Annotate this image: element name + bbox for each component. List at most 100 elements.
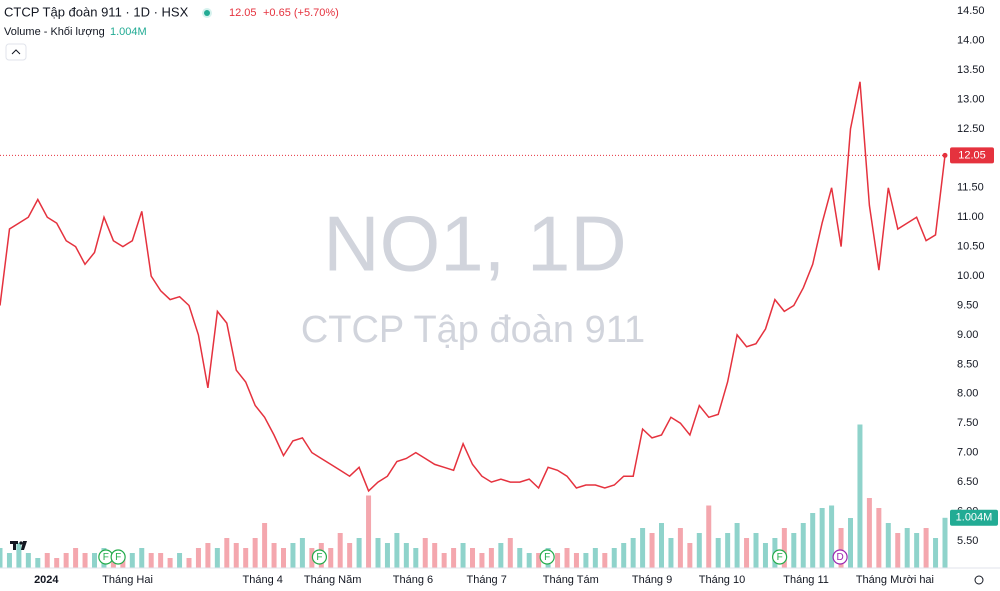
event-marker (539, 549, 555, 565)
volume-bar (734, 523, 740, 568)
volume-bar (299, 538, 305, 568)
volume-bar (659, 523, 664, 568)
status-dot (204, 10, 210, 16)
volume-bar (252, 538, 258, 568)
x-tick-label: Tháng Mười hai (856, 574, 934, 586)
volume-bar (725, 533, 731, 568)
volume-bar (479, 553, 485, 568)
volume-bar (933, 538, 939, 568)
volume-bar (895, 533, 901, 568)
volume-bar (413, 548, 419, 568)
event-marker (311, 549, 328, 565)
collapse-button[interactable] (5, 43, 27, 61)
event-label: F (103, 552, 109, 563)
watermark-name: CTCP Tập đoàn 911 (301, 309, 645, 351)
settings-icon[interactable] (974, 575, 984, 585)
volume-bar (838, 528, 844, 568)
y-tick-label: 9.50 (957, 299, 978, 311)
volume-bar (186, 558, 192, 568)
volume-bar (848, 518, 853, 568)
volume-bar (696, 533, 702, 568)
volume-bar (432, 543, 438, 568)
x-tick-label: Tháng 6 (393, 574, 433, 586)
y-tick-label: 8.00 (957, 388, 978, 400)
volume-bar (753, 533, 759, 568)
y-tick-label: 9.00 (957, 329, 978, 341)
volume-bar (384, 543, 390, 568)
volume-bar (687, 543, 693, 568)
volume-bar (885, 523, 891, 568)
y-tick-label: 14.00 (957, 35, 985, 47)
volume-bar (243, 548, 249, 568)
volume-bar (583, 553, 589, 568)
volume-bar (281, 548, 286, 568)
volume-bar (762, 543, 768, 568)
volume-bar (73, 548, 79, 568)
volume-bar (129, 553, 135, 568)
volume-bar (6, 553, 12, 568)
volume-bar (177, 553, 183, 568)
y-tick-label: 13.50 (957, 64, 985, 76)
y-tick-label: 12.50 (957, 123, 985, 135)
y-tick-label: 11.00 (957, 211, 984, 223)
x-tick-label: Tháng 7 (466, 574, 506, 586)
volume-bar (422, 538, 428, 568)
volume-bar (649, 533, 655, 568)
volume-bar (347, 543, 353, 568)
volume-bar (290, 543, 296, 568)
volume-bar (120, 558, 126, 568)
volume-bar (54, 558, 60, 568)
volume-bar (309, 548, 315, 568)
volume-bar (233, 543, 239, 568)
volume-bar (611, 548, 617, 568)
plot (0, 10, 952, 571)
x-tick-label: Tháng Năm (304, 574, 361, 586)
y-tick-label: 13.00 (957, 93, 985, 105)
volume-bar (262, 523, 268, 568)
volume-bar (0, 548, 3, 568)
volume-bar (63, 553, 69, 568)
volume-bar (394, 533, 400, 568)
x-tick-label: Tháng Tám (543, 574, 599, 586)
volume-bar (564, 548, 570, 568)
volume-bar (403, 543, 409, 568)
volume-bar (866, 498, 872, 568)
header-title: CTCP Tập đoàn 911 · 1D · HSX (4, 4, 189, 19)
volume-bar (904, 528, 910, 568)
y-tick-label: 7.00 (957, 447, 978, 459)
volume-bar (800, 523, 806, 568)
tv-logo (10, 541, 27, 550)
volume-value: 1.004M (110, 26, 147, 38)
event-marker (772, 549, 788, 565)
x-tick-label: Tháng Hai (102, 574, 153, 586)
event-label: F (115, 552, 121, 563)
volume-bar (460, 543, 466, 568)
volume-bar (630, 538, 636, 568)
event-label: D (836, 552, 843, 563)
volume-bar (366, 495, 372, 568)
volume-bar (923, 528, 929, 568)
volume-bar (35, 558, 41, 568)
volume-bar (271, 543, 277, 568)
x-tick-label: 2024 (34, 574, 59, 586)
volume-bar (498, 543, 504, 568)
y-tick-label: 5.50 (957, 535, 978, 547)
header-price: 12.05 (229, 7, 257, 19)
volume-bar (451, 548, 457, 568)
volume-bar (356, 538, 362, 568)
volume-label: Volume - Khối lượng (4, 26, 105, 38)
volume-bar (205, 543, 211, 568)
y-tick-label: 10.50 (957, 241, 985, 253)
volume-bar (744, 538, 750, 568)
volume-bar (148, 553, 154, 568)
volume-bar (602, 553, 608, 568)
event-marker (832, 549, 848, 565)
volume-bar (810, 513, 816, 568)
volume-bar (441, 553, 447, 568)
price-line (0, 81, 946, 493)
y-tick-label: 7.50 (957, 417, 978, 429)
volume-bar (706, 505, 712, 568)
volume-bar (375, 538, 381, 568)
volume-bar (791, 533, 797, 568)
